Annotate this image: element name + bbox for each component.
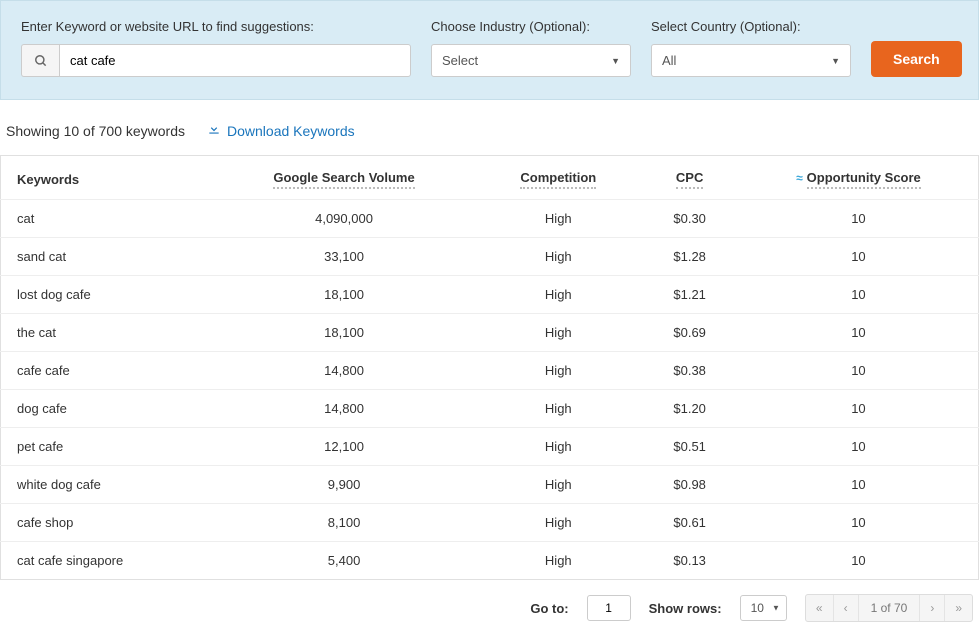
cell-cpc: $1.21 (640, 276, 738, 314)
cell-competition: High (476, 314, 640, 352)
table-row: sand cat33,100High$1.2810 (1, 238, 979, 276)
rows-label: Show rows: (649, 601, 722, 616)
cell-opportunity: 10 (739, 504, 979, 542)
cell-competition: High (476, 428, 640, 466)
pager-info: 1 of 70 (859, 595, 921, 621)
keyword-input[interactable] (59, 44, 411, 77)
cell-keyword: cafe cafe (1, 352, 212, 390)
cell-cpc: $0.51 (640, 428, 738, 466)
col-competition[interactable]: Competition (476, 156, 640, 200)
cell-opportunity: 10 (739, 238, 979, 276)
table-row: pet cafe12,100High$0.5110 (1, 428, 979, 466)
cell-opportunity: 10 (739, 314, 979, 352)
cell-opportunity: 10 (739, 542, 979, 580)
cell-volume: 12,100 (212, 428, 476, 466)
cell-competition: High (476, 352, 640, 390)
search-button-wrap: Search (871, 41, 962, 77)
cell-cpc: $0.38 (640, 352, 738, 390)
cell-competition: High (476, 200, 640, 238)
download-keywords-label: Download Keywords (227, 123, 355, 139)
country-label: Select Country (Optional): (651, 19, 851, 34)
table-row: the cat18,100High$0.6910 (1, 314, 979, 352)
cell-opportunity: 10 (739, 428, 979, 466)
summary-bar: Showing 10 of 700 keywords Download Keyw… (0, 100, 979, 155)
pager-first[interactable]: « (806, 595, 834, 621)
cell-cpc: $0.69 (640, 314, 738, 352)
cell-cpc: $1.20 (640, 390, 738, 428)
cell-volume: 8,100 (212, 504, 476, 542)
cell-keyword: cat cafe singapore (1, 542, 212, 580)
wave-icon: ≈ (796, 171, 803, 185)
rows-select[interactable]: 10 (740, 595, 787, 621)
country-select[interactable]: All (651, 44, 851, 77)
table-row: dog cafe14,800High$1.2010 (1, 390, 979, 428)
cell-competition: High (476, 542, 640, 580)
table-row: white dog cafe9,900High$0.9810 (1, 466, 979, 504)
cell-cpc: $0.61 (640, 504, 738, 542)
keyword-label: Enter Keyword or website URL to find sug… (21, 19, 411, 34)
cell-keyword: white dog cafe (1, 466, 212, 504)
cell-opportunity: 10 (739, 352, 979, 390)
col-cpc[interactable]: CPC (640, 156, 738, 200)
table-row: lost dog cafe18,100High$1.2110 (1, 276, 979, 314)
table-row: cafe cafe14,800High$0.3810 (1, 352, 979, 390)
col-volume[interactable]: Google Search Volume (212, 156, 476, 200)
summary-text: Showing 10 of 700 keywords (6, 123, 185, 139)
country-field-group: Select Country (Optional): All (651, 19, 851, 77)
col-keywords[interactable]: Keywords (1, 156, 212, 200)
cell-competition: High (476, 276, 640, 314)
cell-keyword: dog cafe (1, 390, 212, 428)
goto-label: Go to: (530, 601, 568, 616)
pager-last[interactable]: » (945, 595, 972, 621)
cell-competition: High (476, 390, 640, 428)
keywords-table: Keywords Google Search Volume Competitio… (0, 155, 979, 580)
industry-field-group: Choose Industry (Optional): Select (431, 19, 631, 77)
pager-next[interactable]: › (920, 595, 945, 621)
keyword-input-wrap (21, 44, 411, 77)
col-opportunity[interactable]: ≈Opportunity Score (739, 156, 979, 200)
cell-keyword: pet cafe (1, 428, 212, 466)
cell-keyword: lost dog cafe (1, 276, 212, 314)
download-icon (207, 122, 221, 139)
cell-opportunity: 10 (739, 390, 979, 428)
industry-select[interactable]: Select (431, 44, 631, 77)
download-keywords-link[interactable]: Download Keywords (207, 122, 355, 139)
cell-cpc: $0.13 (640, 542, 738, 580)
pagination-row: Go to: Show rows: 10 « ‹ 1 of 70 › » (0, 580, 979, 632)
cell-volume: 18,100 (212, 276, 476, 314)
cell-competition: High (476, 504, 640, 542)
goto-input[interactable] (587, 595, 631, 621)
cell-volume: 14,800 (212, 352, 476, 390)
industry-label: Choose Industry (Optional): (431, 19, 631, 34)
table-row: cat cafe singapore5,400High$0.1310 (1, 542, 979, 580)
cell-keyword: sand cat (1, 238, 212, 276)
cell-competition: High (476, 238, 640, 276)
table-row: cat4,090,000High$0.3010 (1, 200, 979, 238)
cell-volume: 33,100 (212, 238, 476, 276)
search-button[interactable]: Search (871, 41, 962, 77)
table-header-row: Keywords Google Search Volume Competitio… (1, 156, 979, 200)
table-row: cafe shop8,100High$0.6110 (1, 504, 979, 542)
cell-volume: 14,800 (212, 390, 476, 428)
cell-keyword: cafe shop (1, 504, 212, 542)
cell-volume: 18,100 (212, 314, 476, 352)
keyword-field-group: Enter Keyword or website URL to find sug… (21, 19, 411, 77)
cell-keyword: cat (1, 200, 212, 238)
cell-cpc: $0.98 (640, 466, 738, 504)
cell-cpc: $0.30 (640, 200, 738, 238)
pager-prev[interactable]: ‹ (834, 595, 859, 621)
cell-keyword: the cat (1, 314, 212, 352)
pager: « ‹ 1 of 70 › » (805, 594, 973, 622)
cell-cpc: $1.28 (640, 238, 738, 276)
search-panel: Enter Keyword or website URL to find sug… (0, 0, 979, 100)
cell-volume: 9,900 (212, 466, 476, 504)
cell-competition: High (476, 466, 640, 504)
cell-volume: 4,090,000 (212, 200, 476, 238)
cell-opportunity: 10 (739, 466, 979, 504)
cell-opportunity: 10 (739, 276, 979, 314)
search-icon (21, 44, 59, 77)
cell-volume: 5,400 (212, 542, 476, 580)
cell-opportunity: 10 (739, 200, 979, 238)
